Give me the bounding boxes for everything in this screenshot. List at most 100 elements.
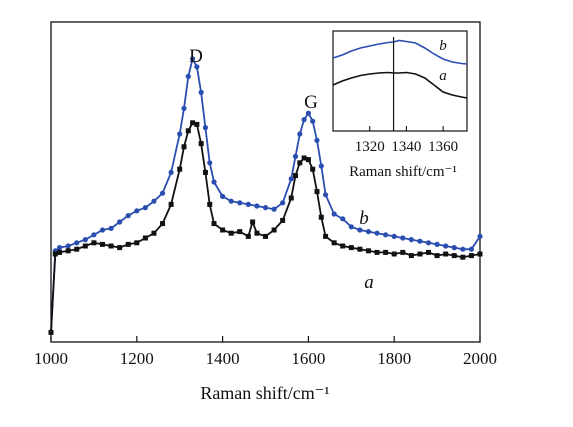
data-point-b (314, 137, 320, 143)
x-axis-title: Raman shift/cm⁻¹ (200, 383, 329, 403)
data-point-a (207, 201, 213, 207)
data-point-a (134, 240, 140, 246)
peak-label-d: D (189, 46, 203, 67)
x-tick-label: 1400 (206, 349, 240, 368)
series-label-a: a (364, 272, 374, 293)
data-point-a (417, 251, 423, 257)
data-point-a (263, 233, 268, 239)
data-point-b (91, 232, 97, 238)
data-point-b (374, 230, 380, 236)
data-point-a (323, 233, 329, 239)
series-label-b: b (359, 208, 369, 229)
data-point-b (434, 241, 440, 247)
data-point-b (322, 192, 329, 198)
x-tick-label: 1800 (377, 349, 411, 368)
inset-series-line-a (332, 71, 468, 99)
data-point-b (181, 105, 187, 111)
x-tick-label: 1000 (34, 349, 68, 368)
data-point-a (451, 253, 457, 259)
data-point-b (207, 160, 213, 166)
data-point-a (91, 240, 97, 246)
data-point-b (142, 205, 148, 211)
data-point-b (108, 225, 114, 231)
data-point-b (468, 246, 475, 252)
data-point-b (460, 246, 466, 252)
data-point-a (108, 243, 114, 249)
data-point-b (65, 243, 71, 249)
data-point-a (280, 217, 286, 223)
data-point-a (408, 253, 414, 259)
data-point-b (400, 235, 406, 241)
data-point-a (310, 166, 316, 172)
data-point-b (202, 125, 209, 131)
data-point-a (250, 219, 256, 225)
data-point-a (288, 195, 294, 201)
data-point-a (477, 251, 483, 257)
data-point-a (181, 144, 187, 150)
data-point-b (245, 201, 251, 207)
data-point-b (383, 232, 389, 238)
data-point-a (198, 141, 204, 147)
data-point-b (237, 200, 243, 206)
x-tick-label: 1200 (120, 349, 154, 368)
data-point-b (194, 64, 200, 70)
data-point-b (331, 211, 337, 217)
data-point-a (168, 201, 174, 207)
data-point-a (460, 254, 466, 260)
data-point-a (383, 249, 389, 255)
data-point-a (194, 121, 200, 127)
data-point-b (220, 193, 226, 199)
data-point-a (125, 241, 131, 247)
data-point-b (74, 240, 80, 246)
data-point-b (117, 219, 123, 225)
data-point-a (357, 246, 363, 252)
data-point-a (190, 120, 196, 126)
data-point-a (202, 169, 208, 175)
data-point-a (391, 251, 397, 257)
data-point-a (220, 227, 226, 233)
data-point-a (52, 251, 58, 257)
data-point-a (348, 245, 354, 251)
data-point-a (271, 227, 277, 233)
data-point-b (56, 245, 63, 251)
data-point-b (477, 233, 483, 239)
data-point-a (151, 230, 157, 236)
data-point-b (262, 205, 269, 211)
data-point-a (331, 240, 337, 246)
data-point-a (177, 166, 183, 172)
data-point-a (48, 329, 54, 335)
data-point-b (297, 131, 303, 137)
data-point-a (443, 251, 449, 257)
inset-x-axis-title: Raman shift/cm⁻¹ (349, 164, 457, 180)
inset-series-line-b (332, 39, 468, 65)
x-tick-label: 2000 (463, 349, 497, 368)
data-point-a (365, 248, 371, 254)
inset-x-tick-label: 1320 (355, 139, 385, 155)
data-point-b (288, 176, 294, 182)
data-point-a (318, 214, 324, 220)
data-point-b (82, 237, 88, 243)
data-point-b (134, 208, 140, 214)
data-point-b (254, 203, 260, 209)
data-point-b (151, 198, 157, 204)
data-point-b (228, 198, 234, 204)
data-point-a (211, 221, 217, 227)
data-point-b (211, 179, 217, 185)
data-point-a (117, 245, 123, 251)
data-point-b (198, 89, 204, 95)
plot-frame (50, 21, 481, 343)
data-point-b (417, 238, 423, 244)
data-point-a (57, 249, 63, 255)
inset-series-lines (332, 39, 468, 99)
data-point-a (160, 221, 166, 227)
data-point-b (451, 245, 457, 251)
data-point-a (74, 246, 80, 252)
data-point-b (348, 224, 354, 230)
inset-x-tick-label: 1340 (391, 139, 421, 155)
main-series-markers (48, 56, 483, 335)
data-point-b (357, 227, 363, 233)
data-point-b (292, 153, 299, 159)
peak-label-g: G (304, 92, 318, 113)
inset-x-axis-ticks: 1320 1340 1360 (355, 126, 458, 155)
